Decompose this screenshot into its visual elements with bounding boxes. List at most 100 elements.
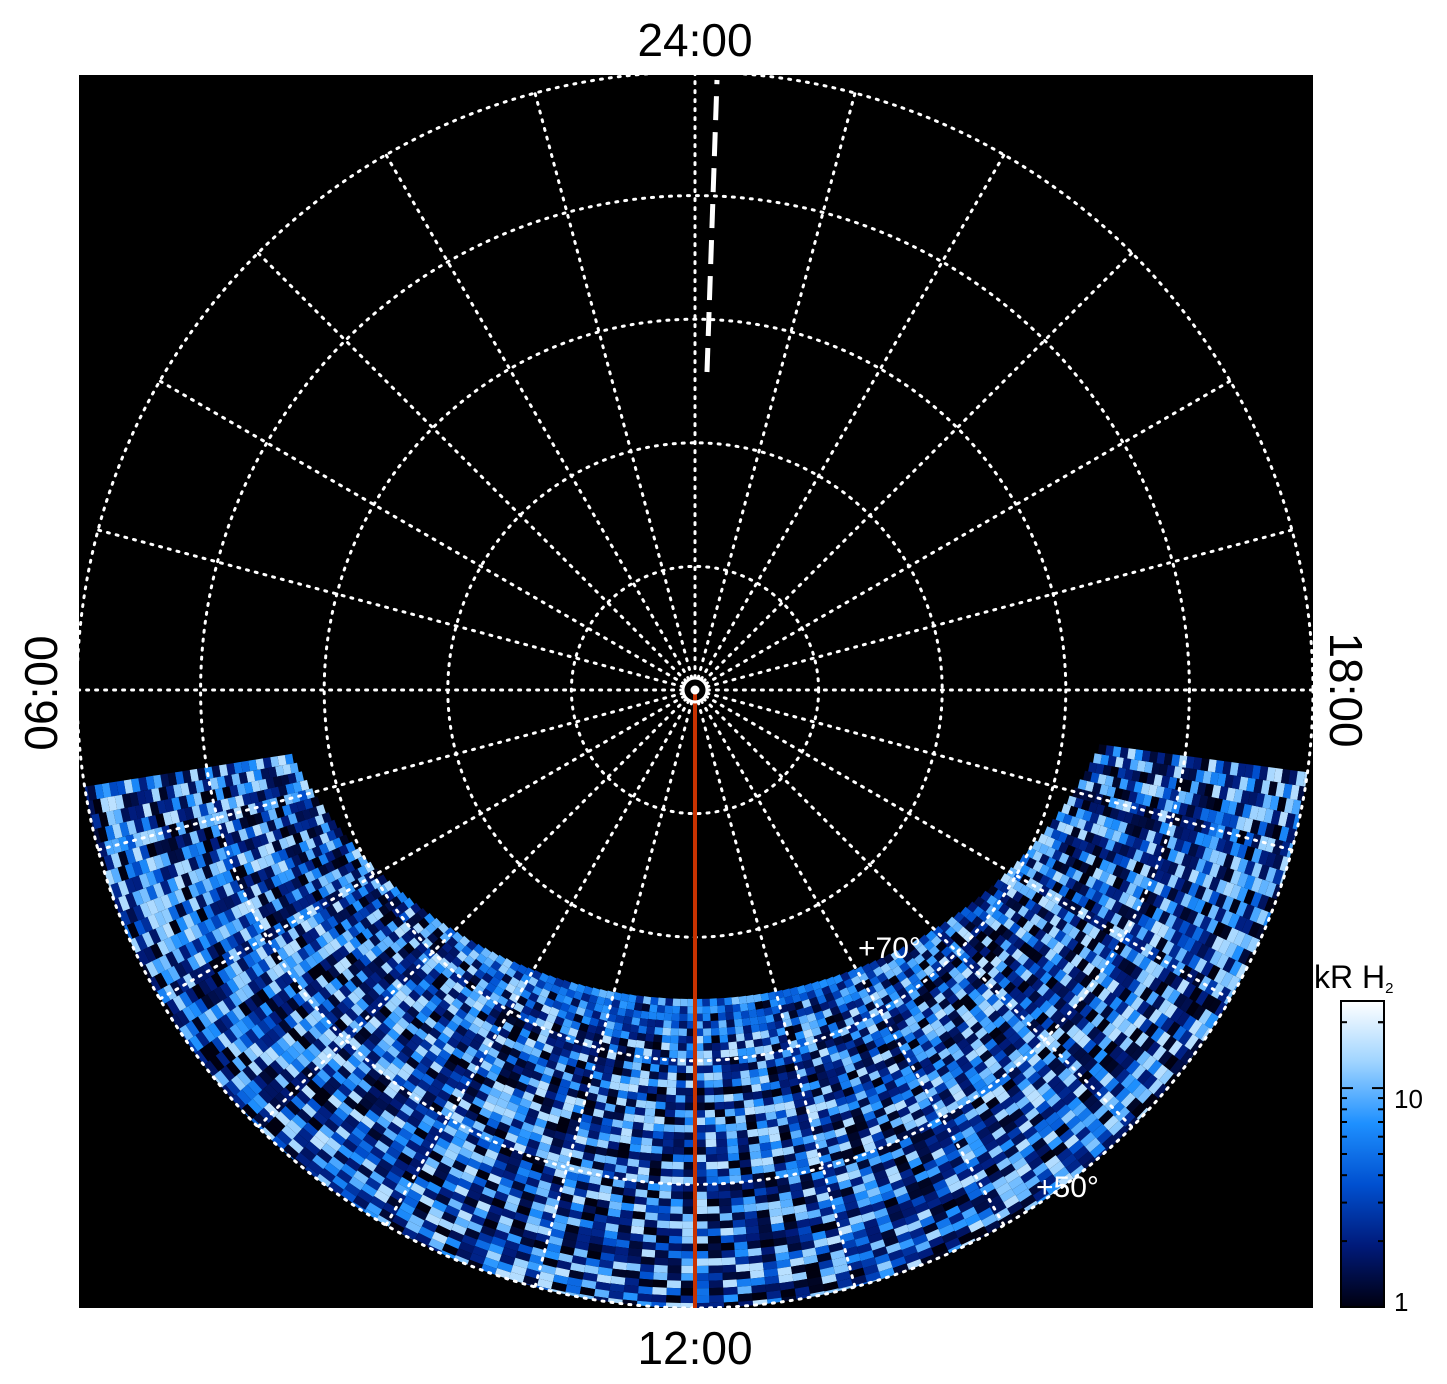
emission-cell (722, 1071, 732, 1080)
emission-cell (742, 1025, 752, 1034)
emission-cell (478, 962, 490, 974)
emission-cell (502, 1084, 515, 1096)
emission-cell (466, 964, 478, 976)
emission-cell (720, 1049, 730, 1058)
emission-cell (492, 1104, 506, 1116)
emission-cell (736, 1122, 748, 1131)
emission-cell (312, 1154, 328, 1170)
emission-cell (165, 785, 176, 800)
emission-cell (633, 1114, 645, 1123)
emission-cell (443, 952, 456, 964)
emission-cell (670, 1035, 679, 1044)
emission-cell (178, 795, 189, 810)
emission-cell (235, 1019, 250, 1035)
emission-cell (257, 1019, 271, 1035)
emission-cell (481, 988, 493, 1000)
emission-cell (474, 968, 486, 980)
emission-cell (514, 1018, 526, 1029)
emission-cell (587, 1333, 603, 1343)
emission-cell (409, 1133, 425, 1147)
emission-cell (152, 868, 165, 884)
emission-cell (648, 1078, 659, 1087)
emission-cell (297, 790, 308, 802)
emission-cell (455, 1081, 469, 1094)
emission-cell (61, 867, 72, 884)
emission-cell (734, 1241, 748, 1250)
emission-cell (365, 1152, 382, 1166)
emission-cell (236, 783, 247, 796)
emission-cell (145, 775, 156, 790)
emission-cell (394, 962, 407, 975)
emission-cell (210, 972, 225, 988)
emission-cell (576, 1309, 592, 1319)
emission-cell (483, 1053, 497, 1065)
emission-cell (420, 1005, 433, 1018)
emission-cell (434, 988, 447, 1001)
emission-cell (207, 990, 221, 1006)
emission-cell (406, 1189, 423, 1203)
emission-cell (294, 771, 304, 783)
emission-cell (374, 1097, 389, 1111)
emission-cell (369, 1170, 386, 1185)
emission-cell (714, 1101, 725, 1110)
emission-cell (197, 921, 210, 936)
emission-cell (242, 1065, 257, 1082)
emission-cell (330, 1006, 344, 1020)
emission-cell (348, 1176, 365, 1191)
emission-cell (103, 854, 115, 871)
emission-cell (531, 1024, 543, 1035)
emission-cell (392, 916, 404, 928)
emission-cell (629, 1240, 643, 1250)
emission-cell (239, 816, 250, 830)
emission-cell (189, 768, 199, 782)
emission-cell (369, 1103, 385, 1117)
emission-cell (708, 1250, 722, 1259)
emission-cell (429, 1010, 442, 1023)
emission-cell (424, 1132, 440, 1145)
emission-cell (369, 971, 383, 985)
emission-cell (232, 818, 243, 832)
emission-cell (353, 1170, 369, 1185)
emission-cell (307, 1043, 322, 1058)
emission-cell (297, 1035, 312, 1050)
emission-cell (731, 1078, 742, 1087)
emission-cell (645, 1033, 655, 1042)
emission-cell (653, 1264, 668, 1273)
emission-cell (284, 846, 296, 859)
emission-cell (320, 919, 333, 933)
emission-cell (436, 1161, 452, 1175)
emission-cell (239, 927, 252, 942)
emission-cell (437, 922, 449, 934)
emission-cell (439, 983, 452, 995)
emission-cell (674, 1109, 686, 1118)
emission-cell (432, 927, 444, 939)
emission-cell (739, 1159, 752, 1168)
emission-cell (424, 1050, 438, 1063)
emission-cell (201, 1026, 216, 1043)
emission-cell (620, 1209, 634, 1219)
emission-cell (390, 896, 402, 908)
emission-cell (438, 1218, 454, 1231)
emission-cell (711, 1035, 720, 1044)
emission-cell (280, 1050, 295, 1065)
emission-cell (324, 1162, 340, 1177)
emission-cell (398, 1000, 411, 1013)
emission-cell (397, 1152, 413, 1166)
emission-cell (263, 865, 275, 879)
emission-cell (707, 1220, 721, 1229)
emission-cell (347, 925, 360, 938)
emission-cell (291, 1040, 306, 1055)
emission-cell (168, 919, 182, 935)
emission-cell (636, 1308, 651, 1317)
emission-cell (410, 1109, 425, 1122)
emission-cell (299, 959, 312, 973)
emission-cell (373, 1164, 390, 1179)
emission-cell (394, 1133, 409, 1147)
emission-cell (275, 765, 285, 777)
emission-cell (421, 937, 433, 950)
emission-cell (179, 991, 193, 1008)
emission-cell (634, 1047, 644, 1056)
emission-cell (222, 870, 234, 884)
emission-cell (619, 1329, 635, 1338)
emission-cell (503, 1037, 516, 1049)
